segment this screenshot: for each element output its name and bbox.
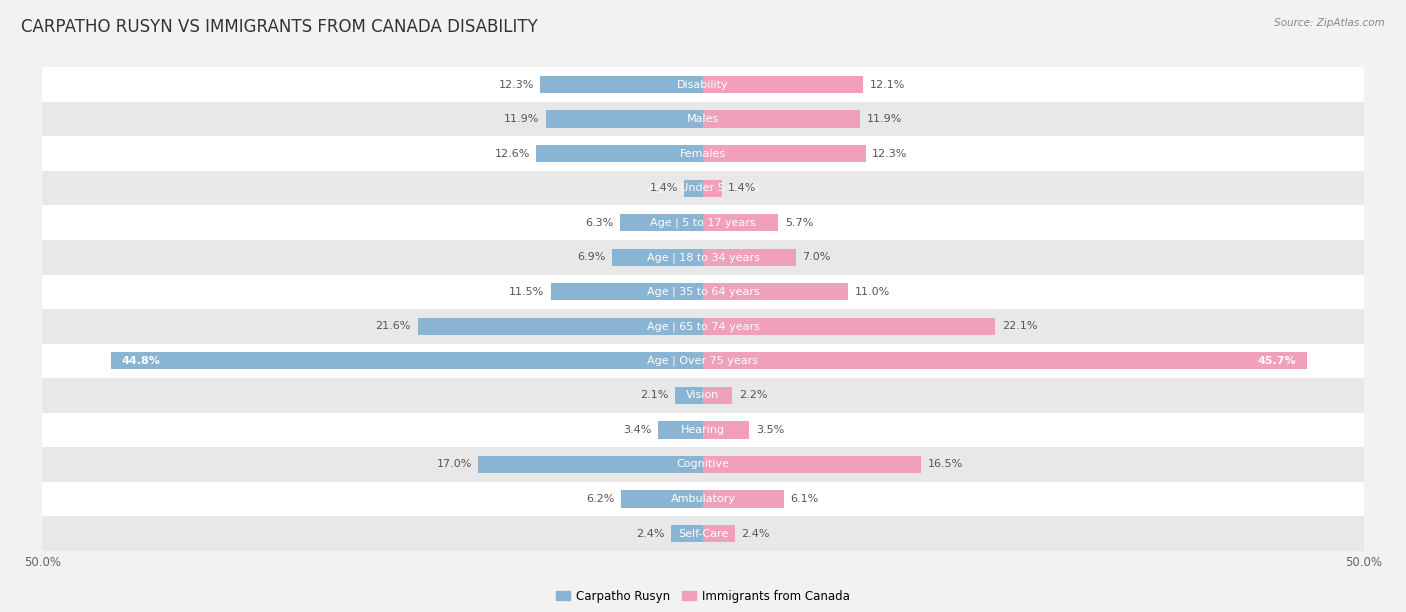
Text: 12.3%: 12.3%: [872, 149, 907, 159]
Bar: [42, 102, 1364, 136]
Text: 11.5%: 11.5%: [509, 287, 544, 297]
Text: 45.7%: 45.7%: [1258, 356, 1296, 366]
Bar: [703, 214, 779, 231]
Bar: [612, 248, 703, 266]
Text: 6.9%: 6.9%: [576, 252, 605, 263]
Bar: [703, 525, 735, 542]
Text: 6.3%: 6.3%: [585, 218, 613, 228]
Text: 17.0%: 17.0%: [436, 460, 471, 469]
Text: Age | 65 to 74 years: Age | 65 to 74 years: [647, 321, 759, 332]
Text: Age | Under 5 years: Age | Under 5 years: [648, 183, 758, 193]
Bar: [42, 136, 1364, 171]
Text: Self-Care: Self-Care: [678, 529, 728, 539]
Text: CARPATHO RUSYN VS IMMIGRANTS FROM CANADA DISABILITY: CARPATHO RUSYN VS IMMIGRANTS FROM CANADA…: [21, 18, 538, 36]
Text: Age | 5 to 17 years: Age | 5 to 17 years: [650, 217, 756, 228]
Bar: [703, 283, 848, 300]
Bar: [703, 456, 921, 473]
Bar: [703, 179, 721, 197]
Bar: [551, 283, 703, 300]
Text: 2.4%: 2.4%: [636, 529, 665, 539]
Text: 11.9%: 11.9%: [868, 114, 903, 124]
Bar: [703, 318, 995, 335]
Bar: [111, 353, 703, 370]
Bar: [418, 318, 703, 335]
Bar: [620, 214, 703, 231]
Bar: [42, 482, 1364, 517]
Text: 1.4%: 1.4%: [728, 183, 756, 193]
Text: Disability: Disability: [678, 80, 728, 89]
Bar: [703, 111, 860, 128]
Bar: [42, 67, 1364, 102]
Bar: [703, 490, 783, 507]
Bar: [703, 248, 796, 266]
Bar: [42, 240, 1364, 275]
Text: 11.9%: 11.9%: [503, 114, 538, 124]
Text: 16.5%: 16.5%: [928, 460, 963, 469]
Text: 2.1%: 2.1%: [640, 390, 669, 400]
Text: Ambulatory: Ambulatory: [671, 494, 735, 504]
Text: 12.1%: 12.1%: [869, 80, 905, 89]
Bar: [42, 171, 1364, 206]
Text: Age | 35 to 64 years: Age | 35 to 64 years: [647, 286, 759, 297]
Text: 5.7%: 5.7%: [785, 218, 813, 228]
Bar: [478, 456, 703, 473]
Text: Age | Over 75 years: Age | Over 75 years: [648, 356, 758, 366]
Bar: [703, 145, 866, 162]
Bar: [537, 145, 703, 162]
Text: 1.4%: 1.4%: [650, 183, 678, 193]
Text: Hearing: Hearing: [681, 425, 725, 435]
Bar: [42, 343, 1364, 378]
Text: 7.0%: 7.0%: [801, 252, 831, 263]
Text: 3.5%: 3.5%: [756, 425, 785, 435]
Bar: [703, 76, 863, 93]
Text: Age | 18 to 34 years: Age | 18 to 34 years: [647, 252, 759, 263]
Text: Males: Males: [688, 114, 718, 124]
Text: 11.0%: 11.0%: [855, 287, 890, 297]
Text: Source: ZipAtlas.com: Source: ZipAtlas.com: [1274, 18, 1385, 28]
Text: 22.1%: 22.1%: [1001, 321, 1038, 331]
Bar: [42, 447, 1364, 482]
Text: 2.4%: 2.4%: [741, 529, 770, 539]
Text: Females: Females: [681, 149, 725, 159]
Bar: [703, 353, 1308, 370]
Bar: [703, 421, 749, 439]
Bar: [42, 517, 1364, 551]
Bar: [621, 490, 703, 507]
Text: Vision: Vision: [686, 390, 720, 400]
Text: 12.3%: 12.3%: [499, 80, 534, 89]
Bar: [540, 76, 703, 93]
Bar: [671, 525, 703, 542]
Bar: [42, 378, 1364, 412]
Bar: [658, 421, 703, 439]
Bar: [546, 111, 703, 128]
Bar: [675, 387, 703, 404]
Bar: [42, 309, 1364, 343]
Bar: [42, 275, 1364, 309]
Text: 12.6%: 12.6%: [495, 149, 530, 159]
Text: 44.8%: 44.8%: [121, 356, 160, 366]
Text: Cognitive: Cognitive: [676, 460, 730, 469]
Legend: Carpatho Rusyn, Immigrants from Canada: Carpatho Rusyn, Immigrants from Canada: [551, 585, 855, 608]
Bar: [42, 206, 1364, 240]
Bar: [42, 412, 1364, 447]
Text: 3.4%: 3.4%: [623, 425, 651, 435]
Text: 21.6%: 21.6%: [375, 321, 411, 331]
Text: 6.2%: 6.2%: [586, 494, 614, 504]
Text: 2.2%: 2.2%: [738, 390, 768, 400]
Bar: [685, 179, 703, 197]
Text: 6.1%: 6.1%: [790, 494, 818, 504]
Bar: [703, 387, 733, 404]
